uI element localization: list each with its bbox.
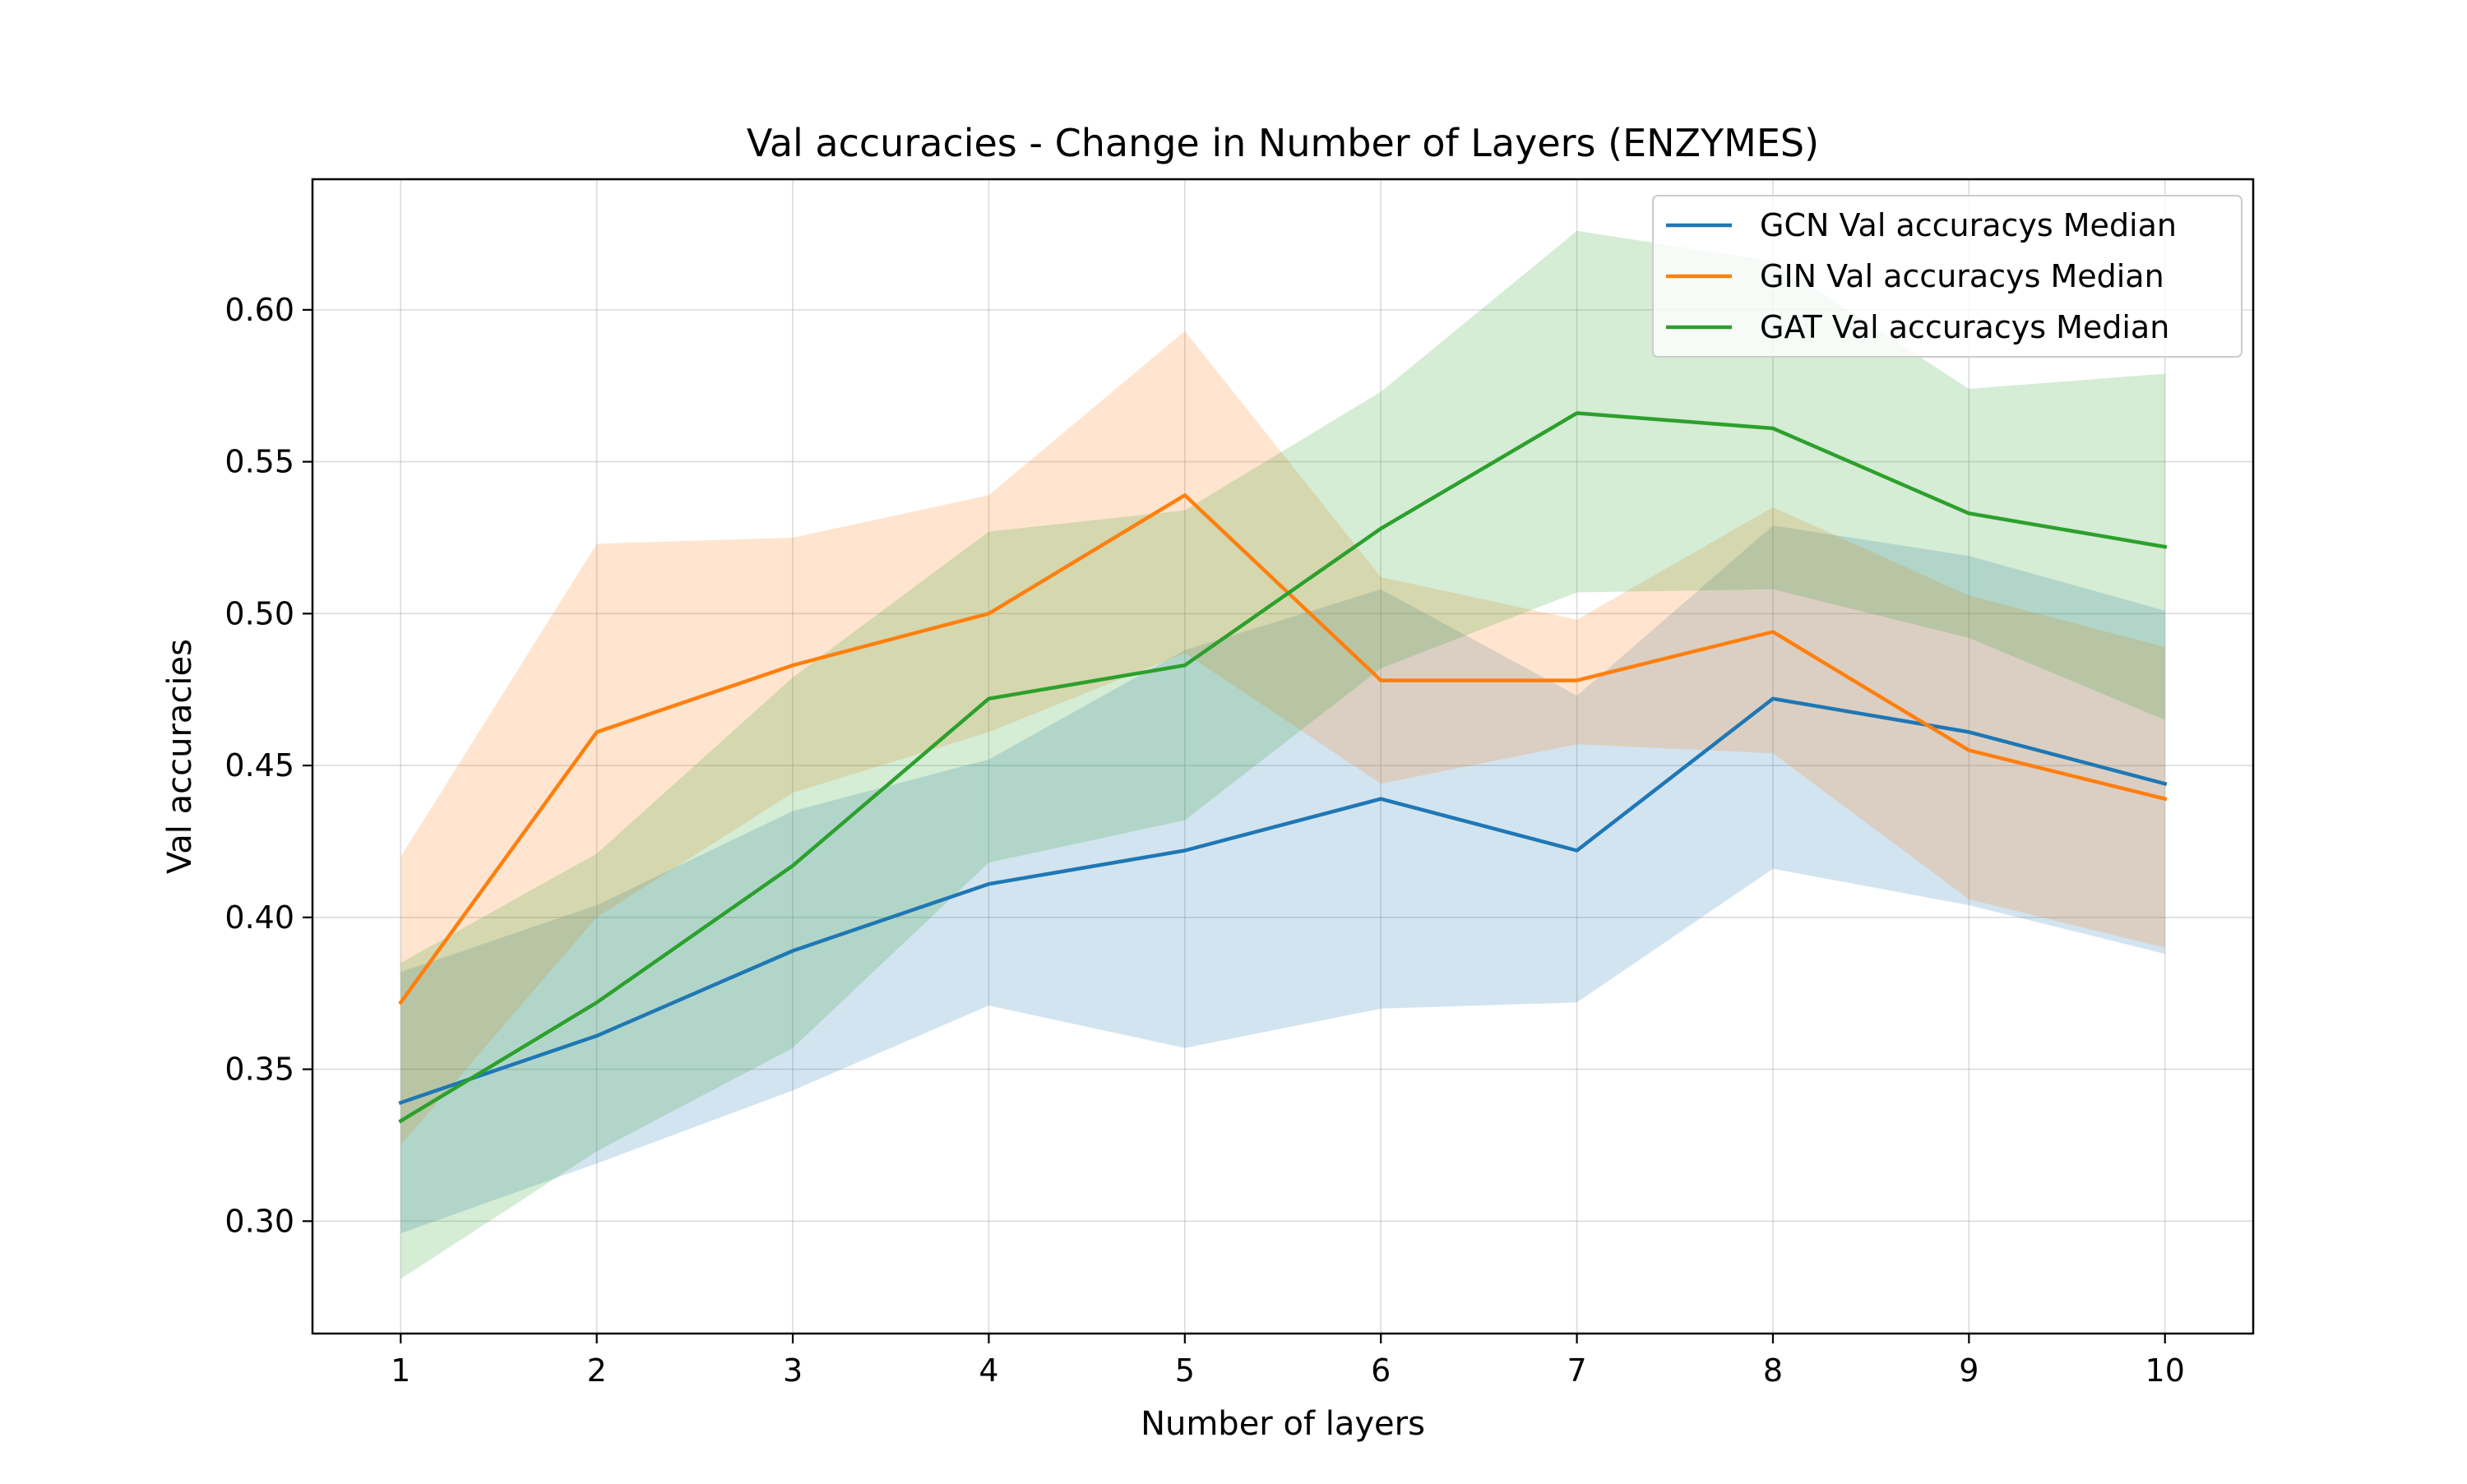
line-layer xyxy=(398,411,2168,1124)
x-tick-label: 9 xyxy=(1959,1352,1979,1389)
y-tick-label: 0.55 xyxy=(224,444,294,480)
x-tick-label: 7 xyxy=(1567,1352,1586,1389)
x-tick-label: 3 xyxy=(783,1352,803,1389)
gin-legend-label: GIN Val accuracys Median xyxy=(1760,258,2164,294)
plot-frame xyxy=(311,178,2255,1335)
y-tick-label: 0.50 xyxy=(224,595,294,631)
gat-median-line xyxy=(398,411,2168,1124)
y-tick-label: 0.40 xyxy=(224,899,294,936)
gat-legend-label: GAT Val accuracys Median xyxy=(1760,309,2169,345)
tick-layer: 1 2 3 4 5 6 7 8 9 10 0.30 0.35 0.40 0.45 0.50 0.55 0.60 xyxy=(224,292,2185,1389)
y-tick-label: 0.60 xyxy=(224,292,294,328)
x-tick-label: 8 xyxy=(1763,1352,1783,1389)
gcn-band xyxy=(400,525,2165,1234)
x-tick-label: 1 xyxy=(391,1352,410,1389)
gin-median-line xyxy=(398,493,2168,1006)
gat-band xyxy=(400,230,2165,1279)
chart-title: Val accuracies - Change in Number of Lay… xyxy=(747,121,1819,165)
legend-box xyxy=(1652,195,2243,358)
y-tick-label: 0.35 xyxy=(224,1052,294,1088)
x-tick-label: 2 xyxy=(587,1352,607,1389)
x-tick-label: 5 xyxy=(1175,1352,1195,1389)
y-tick-label: 0.45 xyxy=(224,747,294,784)
gin-band xyxy=(400,331,2165,1145)
gcn-legend-label: GCN Val accuracys Median xyxy=(1760,207,2177,243)
x-tick-label: 4 xyxy=(979,1352,998,1389)
x-axis-label: Number of layers xyxy=(1141,1405,1425,1443)
grid-layer xyxy=(312,179,2253,1334)
y-axis-label: Val accuracies xyxy=(161,639,199,874)
gcn-median-line xyxy=(398,696,2168,1106)
legend: GCN Val accuracys Median GIN Val accuracy… xyxy=(1652,195,2243,358)
x-tick-label: 6 xyxy=(1371,1352,1391,1389)
y-tick-label: 0.30 xyxy=(224,1203,294,1239)
band-layer xyxy=(400,230,2165,1279)
x-tick-label: 10 xyxy=(2145,1352,2185,1389)
